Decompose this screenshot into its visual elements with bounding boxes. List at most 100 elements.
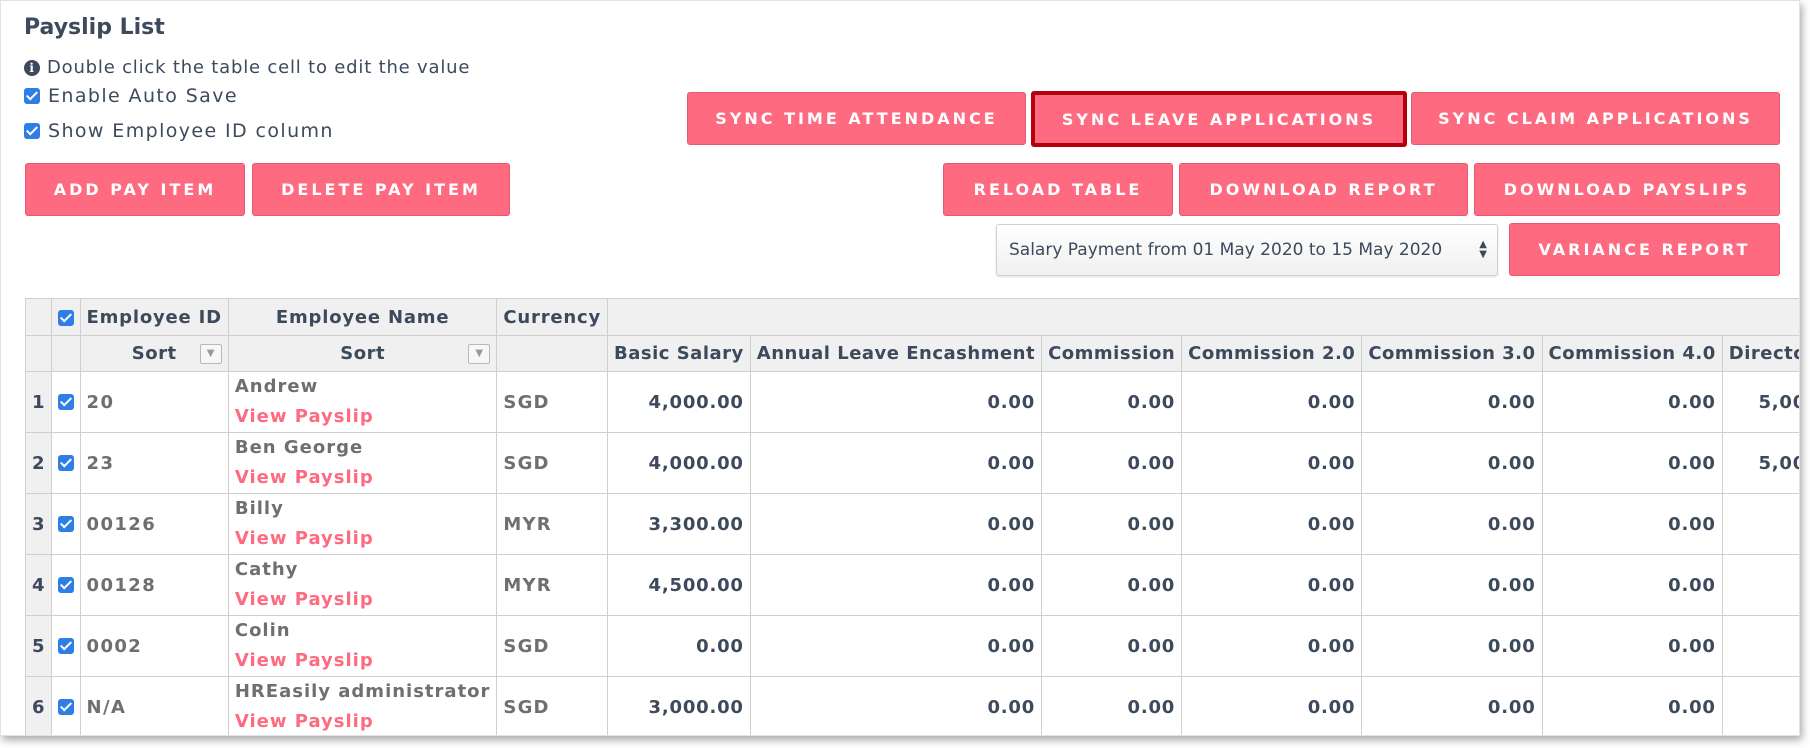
view-payslip-link[interactable]: View Payslip <box>234 650 374 671</box>
annual-leave-encashment-cell[interactable]: 0.00 <box>749 432 1043 494</box>
filter-dropdown-icon[interactable]: ▼ <box>199 344 222 364</box>
employee-name-cell[interactable]: Colin View Payslip <box>227 615 498 677</box>
show-employee-id-option[interactable]: Show Employee ID column <box>24 120 334 142</box>
row-select-cell[interactable] <box>50 554 81 616</box>
filter-dropdown-icon[interactable]: ▼ <box>468 344 491 364</box>
currency-cell[interactable]: SGD <box>496 615 609 677</box>
employee-id-cell[interactable]: N/A <box>79 676 229 735</box>
annual-leave-encashment-cell[interactable]: 0.00 <box>749 493 1043 555</box>
employee-id-cell[interactable]: 00126 <box>79 493 229 555</box>
commission-cell[interactable]: 0.00 <box>1041 371 1183 433</box>
commission-4-cell[interactable]: 0.00 <box>1541 554 1723 616</box>
commission-cell[interactable]: 0.00 <box>1041 554 1183 616</box>
basic-salary-cell[interactable]: 4,000.00 <box>607 432 751 494</box>
commission-cell[interactable]: 0.00 <box>1041 615 1183 677</box>
basic-salary-cell[interactable]: 0.00 <box>607 615 751 677</box>
row-select-cell[interactable] <box>50 371 81 433</box>
commission-2-cell[interactable]: 0.00 <box>1181 432 1363 494</box>
row-select-cell[interactable] <box>50 615 81 677</box>
sync-time-attendance-button[interactable]: SYNC TIME ATTENDANCE <box>687 92 1026 145</box>
enable-auto-save-option[interactable]: Enable Auto Save <box>24 85 238 107</box>
sort-employee-name[interactable]: Sort ▼ <box>227 335 498 372</box>
view-payslip-link[interactable]: View Payslip <box>234 467 374 488</box>
commission-4-cell[interactable]: 0.00 <box>1541 493 1723 555</box>
director-cell[interactable] <box>1721 554 1799 616</box>
row-select-cell[interactable] <box>50 493 81 555</box>
row-checkbox[interactable] <box>57 515 74 532</box>
commission-2-cell[interactable]: 0.00 <box>1181 676 1363 735</box>
payment-period-select[interactable]: Salary Payment from 01 May 2020 to 15 Ma… <box>996 224 1498 276</box>
commission-2-cell[interactable]: 0.00 <box>1181 554 1363 616</box>
commission-cell[interactable]: 0.00 <box>1041 493 1183 555</box>
view-payslip-link[interactable]: View Payslip <box>234 406 374 427</box>
employee-name-cell[interactable]: Cathy View Payslip <box>227 554 498 616</box>
select-all-checkbox[interactable] <box>57 309 74 326</box>
commission-3-cell[interactable]: 0.00 <box>1361 371 1543 433</box>
commission-3-cell[interactable]: 0.00 <box>1361 432 1543 494</box>
row-checkbox[interactable] <box>57 576 74 593</box>
currency-cell[interactable]: SGD <box>496 371 609 433</box>
annual-leave-encashment-cell[interactable]: 0.00 <box>749 676 1043 735</box>
commission-4-cell[interactable]: 0.00 <box>1541 371 1723 433</box>
basic-salary-cell[interactable]: 3,000.00 <box>607 676 751 735</box>
sync-leave-applications-button[interactable]: SYNC LEAVE APPLICATIONS <box>1031 91 1407 147</box>
view-payslip-link[interactable]: View Payslip <box>234 589 374 610</box>
download-payslips-button[interactable]: DOWNLOAD PAYSLIPS <box>1474 163 1780 216</box>
currency-cell[interactable]: MYR <box>496 554 609 616</box>
employee-name-cell[interactable]: Ben George View Payslip <box>227 432 498 494</box>
enable-auto-save-checkbox[interactable] <box>24 88 40 104</box>
commission-4-cell[interactable]: 0.00 <box>1541 432 1723 494</box>
currency-cell[interactable]: MYR <box>496 493 609 555</box>
row-checkbox[interactable] <box>57 637 74 654</box>
commission-cell[interactable]: 0.00 <box>1041 676 1183 735</box>
row-checkbox[interactable] <box>57 393 74 410</box>
row-select-cell[interactable] <box>50 676 81 735</box>
view-payslip-link[interactable]: View Payslip <box>234 711 374 732</box>
commission-2-cell[interactable]: 0.00 <box>1181 493 1363 555</box>
commission-2-cell[interactable]: 0.00 <box>1181 371 1363 433</box>
employee-name-cell[interactable]: HREasily administrator View Payslip <box>227 676 498 735</box>
commission-4-cell[interactable]: 0.00 <box>1541 615 1723 677</box>
delete-pay-item-button[interactable]: DELETE PAY ITEM <box>252 163 510 216</box>
commission-3-cell[interactable]: 0.00 <box>1361 554 1543 616</box>
annual-leave-encashment-cell[interactable]: 0.00 <box>749 554 1043 616</box>
director-cell[interactable]: 5,00 <box>1721 432 1799 494</box>
commission-3-cell[interactable]: 0.00 <box>1361 676 1543 735</box>
reload-table-button[interactable]: RELOAD TABLE <box>943 163 1173 216</box>
row-checkbox[interactable] <box>57 454 74 471</box>
employee-id-cell[interactable]: 23 <box>79 432 229 494</box>
basic-salary-cell[interactable]: 4,500.00 <box>607 554 751 616</box>
annual-leave-encashment-cell[interactable]: 0.00 <box>749 371 1043 433</box>
currency-cell[interactable]: SGD <box>496 676 609 735</box>
variance-report-button[interactable]: VARIANCE REPORT <box>1509 223 1780 276</box>
sync-claim-applications-button[interactable]: SYNC CLAIM APPLICATIONS <box>1411 92 1780 145</box>
commission-3-cell[interactable]: 0.00 <box>1361 493 1543 555</box>
sort-employee-id[interactable]: Sort ▼ <box>79 335 229 372</box>
employee-id-cell[interactable]: 0002 <box>79 615 229 677</box>
employee-id-cell[interactable]: 20 <box>79 371 229 433</box>
row-select-cell[interactable] <box>50 432 81 494</box>
show-employee-id-checkbox[interactable] <box>24 123 40 139</box>
commission-2-cell[interactable]: 0.00 <box>1181 615 1363 677</box>
director-cell[interactable] <box>1721 676 1799 735</box>
director-cell[interactable]: 5,00 <box>1721 371 1799 433</box>
basic-salary-cell[interactable]: 4,000.00 <box>607 371 751 433</box>
commission-4-cell[interactable]: 0.00 <box>1541 676 1723 735</box>
commission-cell[interactable]: 0.00 <box>1041 432 1183 494</box>
row-checkbox[interactable] <box>57 698 74 715</box>
table-subheader-row: Sort ▼ Sort ▼ Basic Salary Annual Leave … <box>25 335 1799 372</box>
employee-name-cell[interactable]: Billy View Payslip <box>227 493 498 555</box>
annual-leave-encashment-cell[interactable]: 0.00 <box>749 615 1043 677</box>
director-cell[interactable] <box>1721 615 1799 677</box>
table-row: 5 0002 Colin View Payslip SGD 0.00 0.00 0.00 0.0… <box>25 615 1799 677</box>
basic-salary-cell[interactable]: 3,300.00 <box>607 493 751 555</box>
commission-3-cell[interactable]: 0.00 <box>1361 615 1543 677</box>
director-cell[interactable] <box>1721 493 1799 555</box>
employee-name-cell[interactable]: Andrew View Payslip <box>227 371 498 433</box>
employee-id-cell[interactable]: 00128 <box>79 554 229 616</box>
download-report-button[interactable]: DOWNLOAD REPORT <box>1179 163 1468 216</box>
view-payslip-link[interactable]: View Payslip <box>234 528 374 549</box>
currency-cell[interactable]: SGD <box>496 432 609 494</box>
add-pay-item-button[interactable]: ADD PAY ITEM <box>25 163 245 216</box>
select-all-cell[interactable] <box>50 298 81 336</box>
